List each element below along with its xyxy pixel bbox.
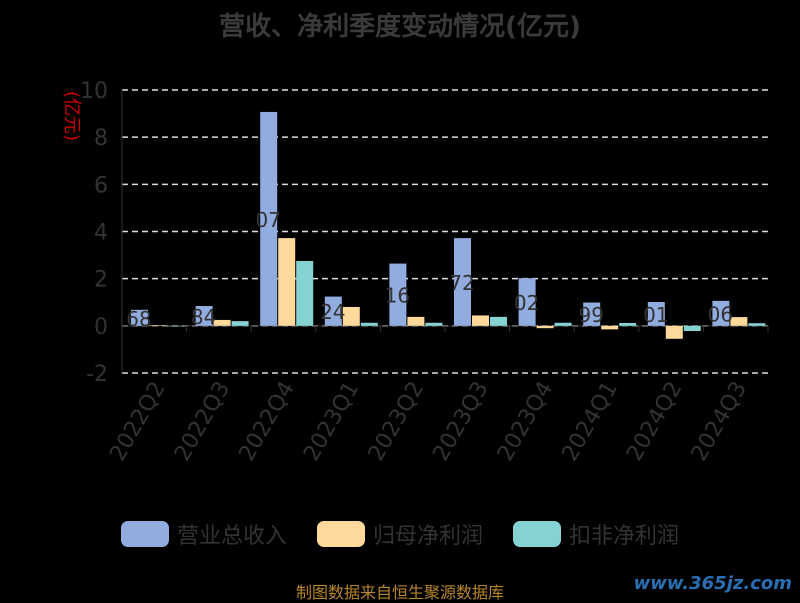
bar-net-profit-deducted <box>360 322 378 326</box>
bar-net-profit-deducted <box>554 322 572 326</box>
bar-revenue <box>260 111 278 326</box>
y-tick-label: -2 <box>86 362 108 387</box>
legend-label-net-profit-deducted: 扣非净利润 <box>569 524 680 549</box>
legend-swatch-net-profit <box>316 521 365 547</box>
bar-net-profit <box>601 325 619 330</box>
x-tick-label: 2022Q3 <box>170 377 235 465</box>
x-tick-label: 2024Q2 <box>622 377 687 465</box>
legend-item-net-profit-deducted[interactable]: 扣非净利润 <box>513 518 679 550</box>
bar-net-profit <box>407 316 425 326</box>
watermark: www.365jz.com <box>633 573 792 594</box>
legend-swatch-revenue <box>120 521 169 547</box>
bar-revenue <box>712 300 730 326</box>
bar-data-label: 06 <box>708 302 733 326</box>
bar-net-profit <box>665 325 683 339</box>
x-tick-label: 2023Q1 <box>299 377 364 465</box>
bar-data-label: 24 <box>320 300 345 324</box>
legend-item-revenue[interactable]: 营业总收入 <box>120 518 287 550</box>
bar-net-profit-deducted <box>231 321 249 326</box>
y-tick-label: 8 <box>94 126 108 151</box>
bar-data-label: 16 <box>385 284 410 308</box>
bar-revenue <box>195 306 213 326</box>
bar-net-profit-deducted <box>490 316 507 326</box>
bar-revenue <box>324 296 342 326</box>
bar-net-profit-deducted <box>683 325 701 332</box>
x-tick-label: 2023Q2 <box>364 377 429 465</box>
bar-revenue <box>389 263 407 326</box>
bar-data-label: 99 <box>578 303 603 327</box>
bar-net-profit-deducted <box>296 260 314 326</box>
bar-data-label: 02 <box>514 291 539 315</box>
y-tick-label: 0 <box>94 315 108 340</box>
bar-net-profit-deducted <box>619 323 637 326</box>
bar-net-profit <box>213 319 231 326</box>
y-tick-label: 2 <box>94 268 108 293</box>
bar-net-profit <box>278 238 296 326</box>
bar-net-profit <box>472 315 489 326</box>
bar-net-profit-deducted <box>425 322 443 326</box>
bar-data-label: 84 <box>191 305 216 329</box>
bar-revenue <box>454 238 471 326</box>
y-tick-label: 10 <box>80 79 108 104</box>
bar-net-profit-deducted <box>748 323 766 326</box>
bar-net-profit <box>730 317 748 326</box>
bar-net-profit <box>536 325 554 329</box>
bar-data-label: 68 <box>126 307 151 331</box>
x-tick-label: 2023Q4 <box>493 377 558 465</box>
x-tick-label: 2023Q3 <box>428 377 493 465</box>
x-tick-label: 2024Q1 <box>558 377 623 465</box>
y-tick-label: 6 <box>94 173 108 198</box>
legend-swatch-net-profit-deducted <box>513 521 561 547</box>
chart-title: 营收、净利季度变动情况(亿元) <box>219 12 581 42</box>
bar-revenue <box>131 309 148 326</box>
bar-net-profit <box>149 325 166 326</box>
bar-data-label: 72 <box>449 271 474 295</box>
bar-revenue <box>583 302 601 326</box>
legend: 营业总收入 归母净利润 扣非净利润 <box>0 518 800 550</box>
legend-label-net-profit: 归母净利润 <box>372 524 483 549</box>
bar-net-profit <box>342 306 360 326</box>
x-tick-label: 2022Q2 <box>105 377 170 465</box>
x-tick-label: 2022Q4 <box>235 377 300 465</box>
y-axis-unit-label: (亿元) <box>61 91 82 141</box>
y-tick-label: 4 <box>94 221 108 246</box>
bar-revenue <box>518 278 536 326</box>
data-source-note: 制图数据来自恒生聚源数据库 <box>295 583 504 602</box>
legend-item-net-profit[interactable]: 归母净利润 <box>316 518 483 550</box>
legend-label-revenue: 营业总收入 <box>176 524 287 549</box>
bar-data-label: 07 <box>255 208 280 232</box>
bar-data-label: 01 <box>643 303 668 327</box>
x-tick-label: 2024Q3 <box>687 377 752 465</box>
bar-net-profit-deducted <box>167 325 184 327</box>
bar-revenue <box>647 302 665 326</box>
